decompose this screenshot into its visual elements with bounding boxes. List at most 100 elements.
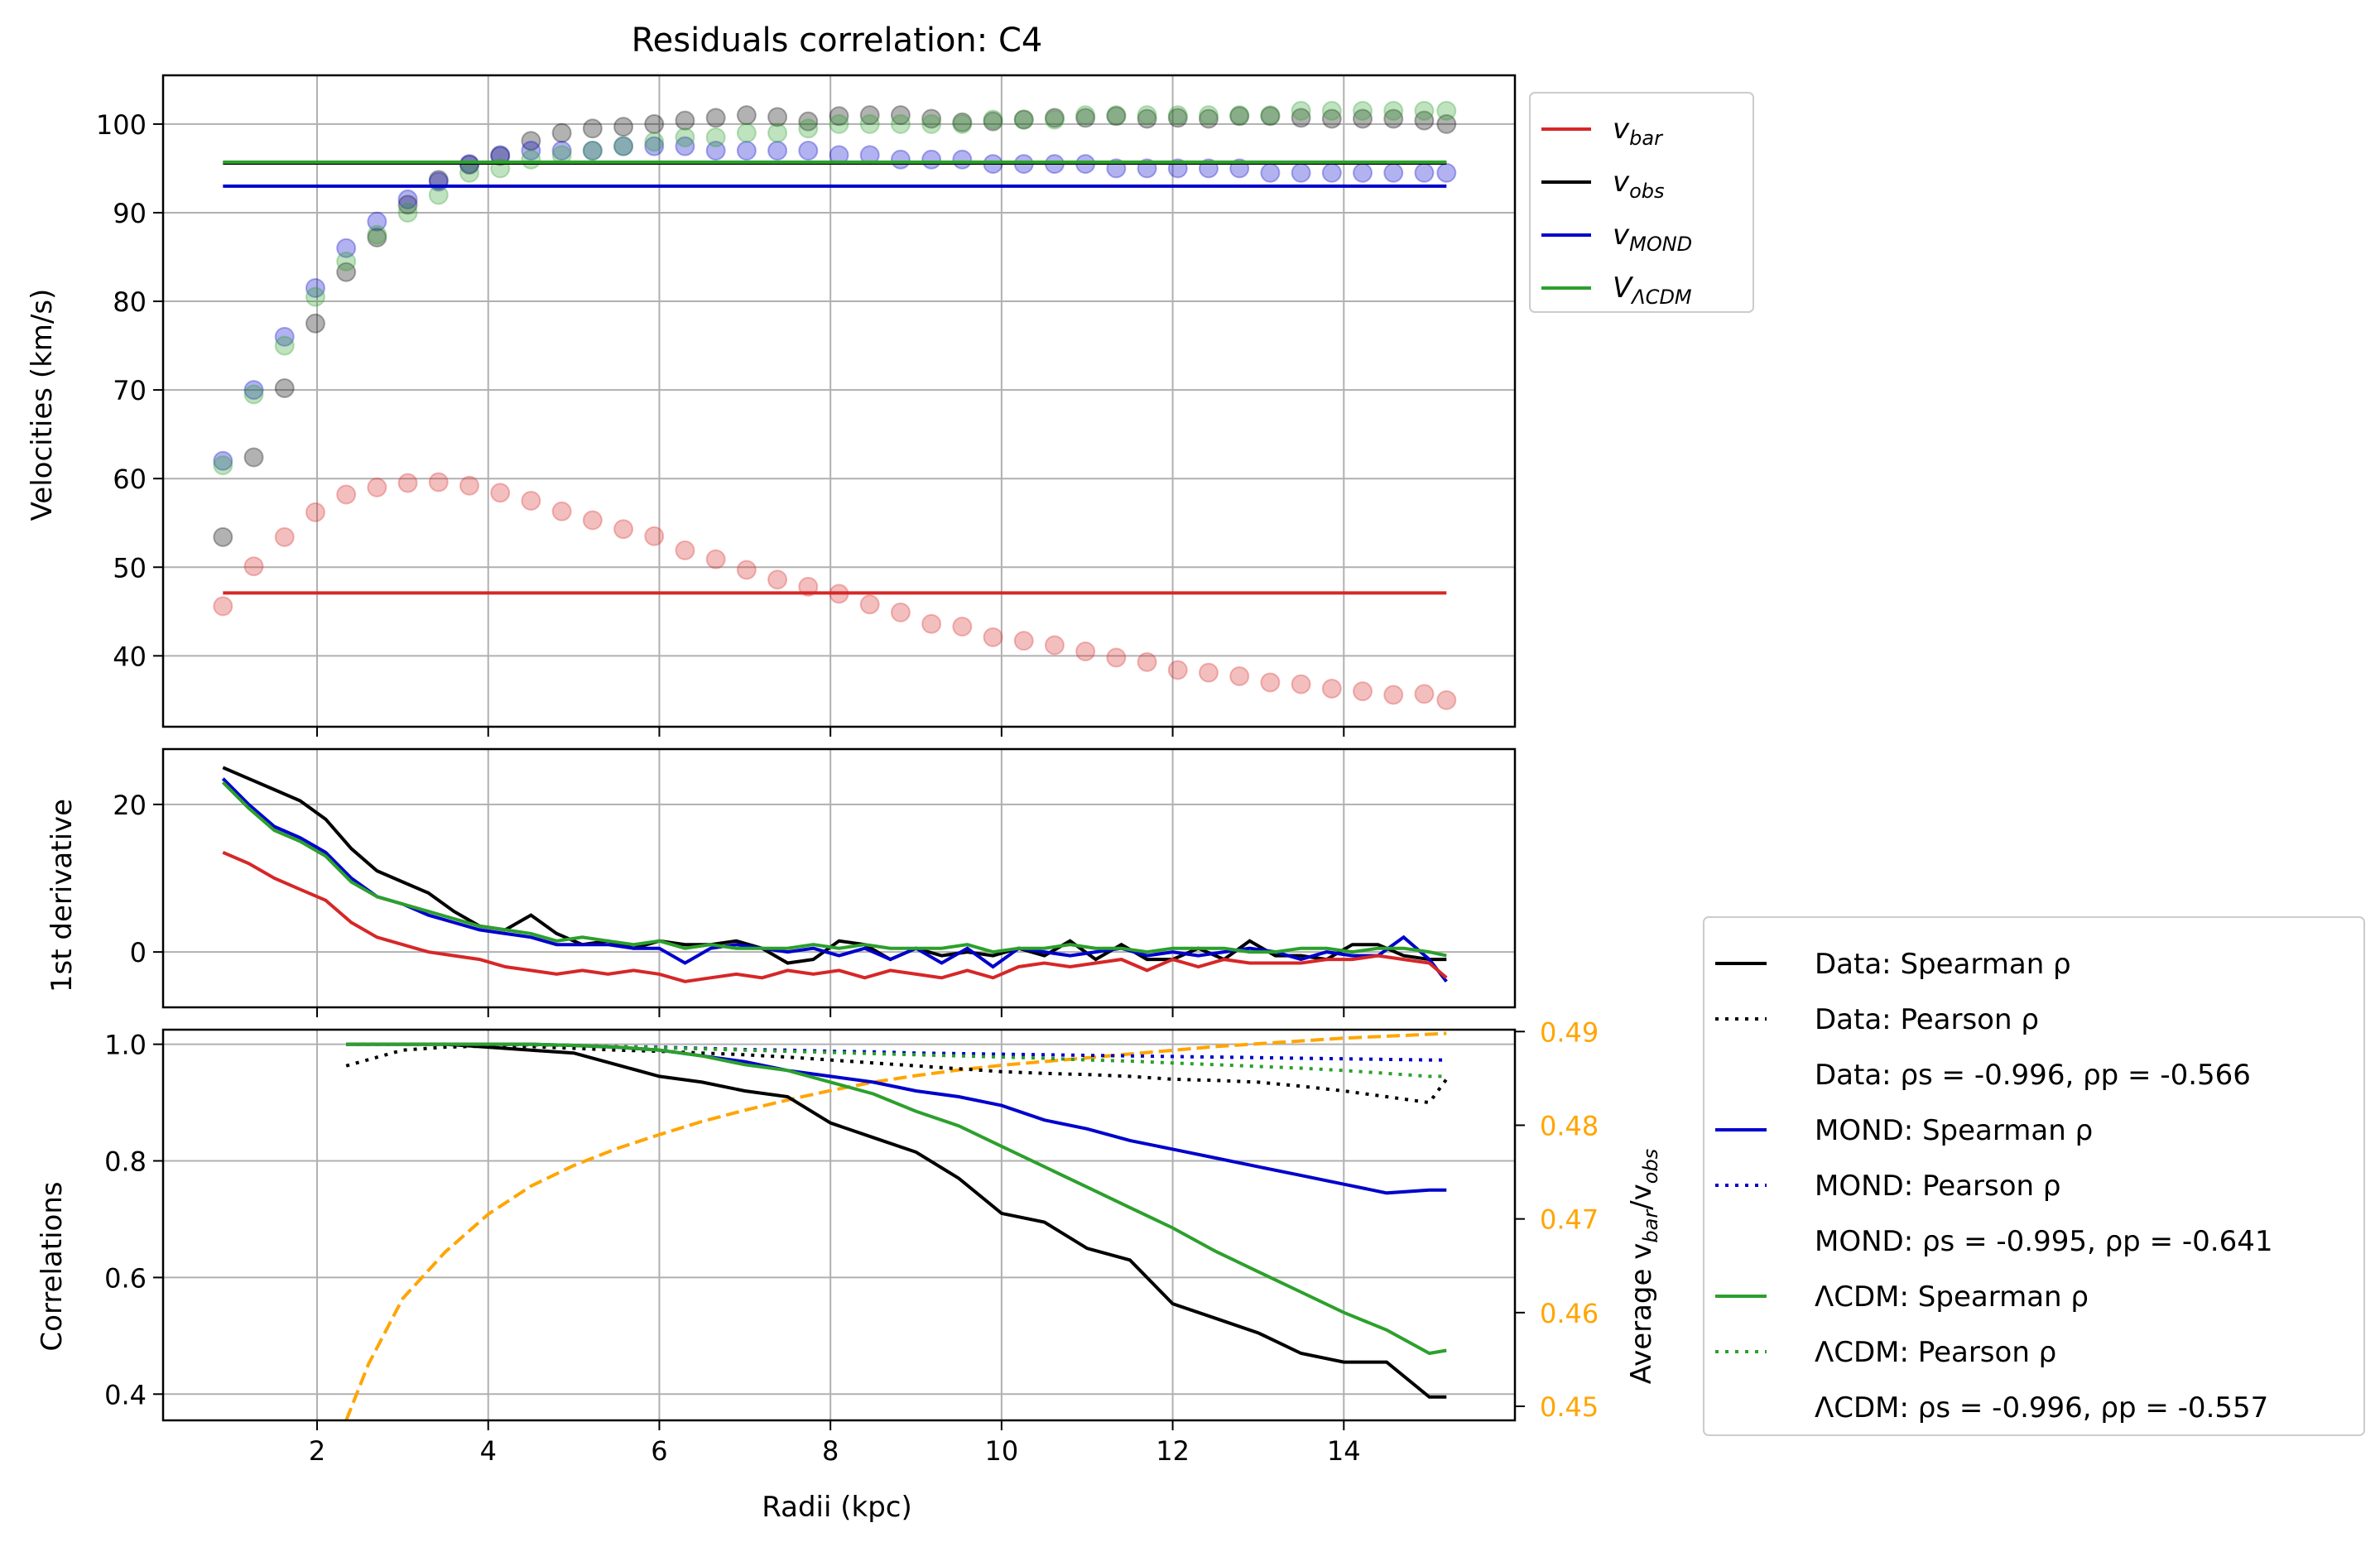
x-tick-label: 2 [309,1435,325,1467]
point-v_obs [613,117,634,137]
legend-label: vobs [1613,166,1665,203]
x-axis-label: Radii (kpc) [762,1491,912,1524]
point-V_LCDM [952,113,973,134]
point-v_obs [551,123,572,143]
point-V_LCDM [305,286,325,307]
point-v_obs [736,105,757,126]
derivative-line-v_bar [222,850,1448,983]
point-v_bar [582,510,603,531]
point-v_bar [705,549,726,569]
point-V_LCDM [1353,100,1373,121]
point-v_bar [367,477,387,497]
legend-label: MOND: Pearson ρ [1815,1170,2060,1203]
correlations-panel: 0.4 0.6 0.8 1.0 2 4 6 8 10 12 14 0.45 0.46 0.47 0.48 0.… [104,1016,1599,1467]
point-V_LCDM [983,109,1003,130]
point-V_LCDM [1414,100,1435,121]
point-V_LCDM [213,455,233,476]
point-v_MOND [952,149,973,170]
point-v_bar [1436,689,1457,710]
point-V_LCDM [397,202,418,223]
point-V_LCDM [243,384,264,405]
point-V_LCDM [1198,105,1219,126]
correlation-line-ΛCDM: Pearson ρ [346,1042,1447,1079]
correlation-line-Data: Pearson ρ [345,1044,1448,1105]
point-v_obs [952,112,973,132]
point-v_bar [490,483,511,503]
derivative-line-v_MOND [221,777,1448,983]
point-V_LCDM [1075,105,1096,126]
y-tick-label: 40 [113,641,147,672]
point-v_obs [459,155,480,175]
point-v_MOND [582,141,603,161]
y2-label-sub1: bar [1639,1208,1662,1243]
x-tick-label: 6 [651,1435,667,1467]
point-v_obs [1321,108,1342,129]
derivative-panel: 0 20 [113,747,1517,1017]
point-v_bar [428,472,449,492]
y-tick-label: 60 [113,464,147,495]
legend-label: vbar [1613,113,1664,150]
point-v_MOND [1383,162,1404,183]
ratio-line [344,1031,1447,1421]
point-V_LCDM [829,113,849,134]
point-v_obs [829,106,849,127]
point-V_LCDM [1383,100,1404,121]
chart-title: Residuals correlation: C4 [632,22,1043,60]
y-tick-label: 100 [96,109,147,141]
y2-tick-label: 0.45 [1540,1391,1599,1423]
point-v_bar [1321,678,1342,699]
point-V_LCDM [736,123,757,143]
point-V_LCDM [367,224,387,245]
point-v_bar [336,484,357,505]
point-v_bar [1044,635,1065,656]
y2-tick-label: 0.46 [1540,1298,1599,1329]
point-V_LCDM [1260,105,1281,126]
point-v_obs [1075,108,1096,128]
point-v_obs [521,131,541,151]
point-V_LCDM [336,251,357,271]
point-v_obs [1383,108,1404,129]
y-tick-label: 80 [113,286,147,318]
point-V_LCDM [428,185,449,205]
point-v_obs [336,262,357,282]
point-v_bar [397,473,418,493]
point-v_obs [305,313,325,334]
point-v_bar [1075,641,1096,661]
correlation-line-MOND: Pearson ρ [346,1042,1447,1062]
point-v_bar [243,556,264,577]
legend-correlations: Data: Spearman ρ Data: Pearson ρ Data: ρs … [1703,916,2365,1436]
point-v_bar [1137,651,1157,672]
point-v_bar [1353,681,1373,702]
point-V_LCDM [274,335,295,356]
point-V_LCDM [1167,105,1188,126]
y2-tick-label: 0.48 [1540,1110,1599,1141]
y-tick-label: 20 [113,790,147,821]
point-v_MOND [274,326,295,347]
legend-label: VΛCDM [1613,271,1692,309]
y-tick-label: 0.6 [104,1262,147,1294]
point-v_obs [1260,106,1281,127]
point-V_LCDM [1321,100,1342,121]
point-V_LCDM [890,113,911,134]
y-axis-label-velocities: Velocities (km/s) [26,289,59,521]
point-V_LCDM [675,127,695,147]
point-v_obs [644,113,665,134]
legend-label: ΛCDM: ρs = -0.996, ρp = -0.557 [1815,1391,2268,1424]
point-v_MOND [1260,162,1281,183]
point-V_LCDM [1137,105,1157,126]
point-v_bar [1229,665,1250,686]
point-v_MOND [367,211,387,232]
point-v_MOND [736,141,757,161]
point-V_LCDM [1436,100,1457,121]
point-v_obs [1137,108,1157,129]
point-v_bar [1414,684,1435,704]
point-V_LCDM [767,123,788,143]
y-tick-label: 50 [113,552,147,584]
point-v_obs [1106,106,1127,127]
point-V_LCDM [644,132,665,152]
legend-box [1703,916,2365,1436]
point-v_obs [859,105,880,126]
point-v_bar [459,475,480,496]
panel-frame [161,74,1517,728]
